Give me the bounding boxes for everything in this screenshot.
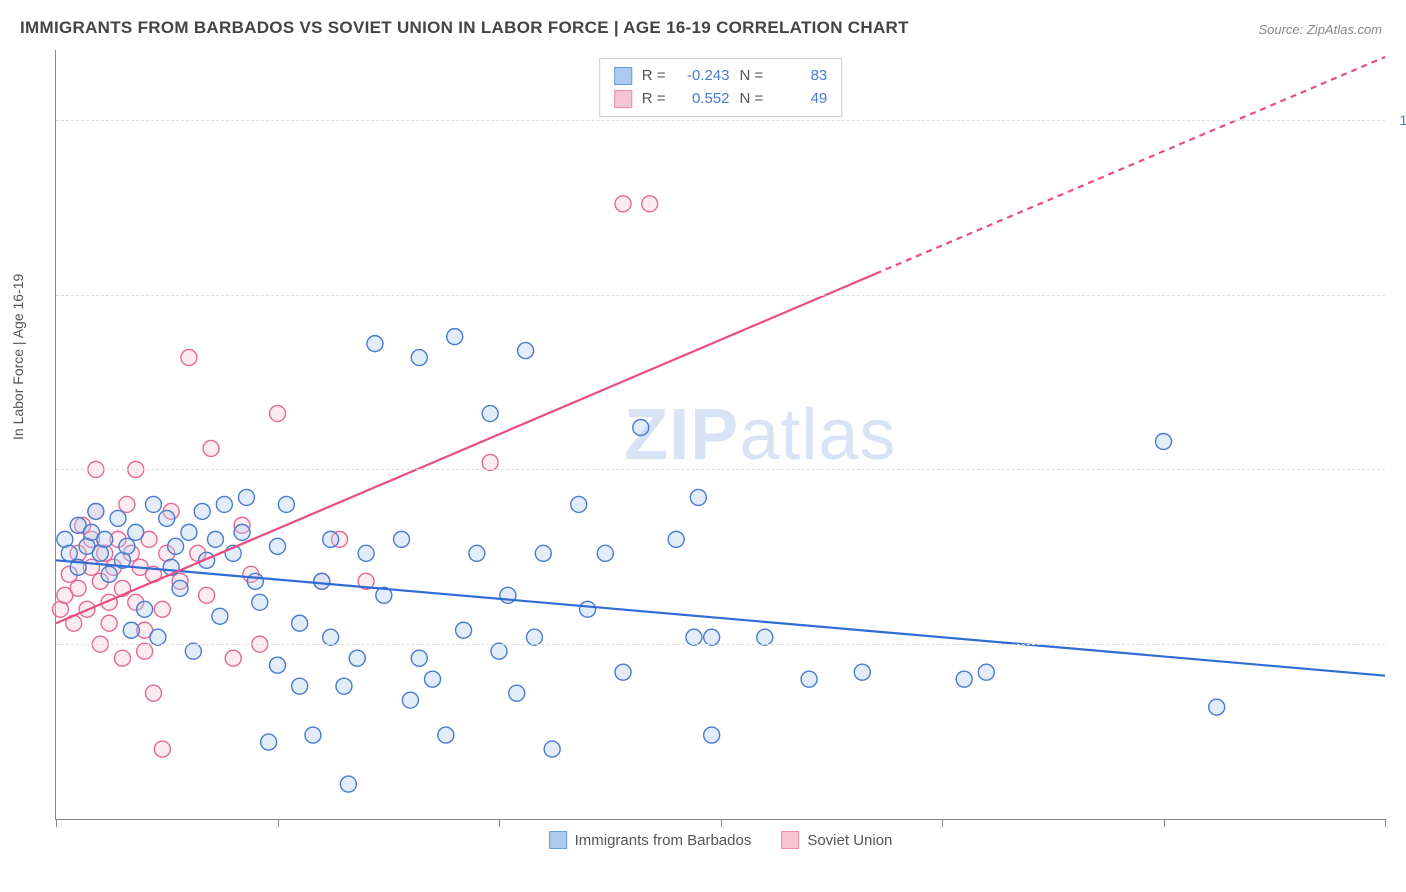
n-value-b: 49 [773, 88, 827, 111]
chart-title: IMMIGRANTS FROM BARBADOS VS SOVIET UNION… [20, 18, 909, 38]
gridline-h [56, 469, 1385, 470]
n-label-a: N = [740, 65, 764, 88]
gridline-h [56, 120, 1385, 121]
legend-label-b: Soviet Union [807, 832, 892, 849]
xtick [499, 819, 500, 827]
legend-item-b: Soviet Union [781, 831, 892, 849]
r-label-b: R = [642, 88, 666, 111]
xtick [56, 819, 57, 827]
gridline-h [56, 644, 1385, 645]
xtick [1164, 819, 1165, 827]
xtick [278, 819, 279, 827]
legend-item-a: Immigrants from Barbados [549, 831, 752, 849]
legend-stats-row-a: R = -0.243 N = 83 [614, 65, 828, 88]
r-label-a: R = [642, 65, 666, 88]
legend-swatch-b [781, 831, 799, 849]
ytick-label: 100.0% [1400, 112, 1406, 128]
y-axis-label: In Labor Force | Age 16-19 [10, 274, 26, 440]
source-label: Source: ZipAtlas.com [1258, 22, 1382, 37]
swatch-series-a [614, 67, 632, 85]
plot-area: ZIPatlas R = -0.243 N = 83 R = 0.552 N =… [55, 50, 1385, 820]
legend-swatch-a [549, 831, 567, 849]
xtick [721, 819, 722, 827]
n-label-b: N = [740, 88, 764, 111]
legend-stats-row-b: R = 0.552 N = 49 [614, 88, 828, 111]
swatch-series-b [614, 90, 632, 108]
legend-stats: R = -0.243 N = 83 R = 0.552 N = 49 [599, 58, 843, 117]
r-value-b: 0.552 [676, 88, 730, 111]
xtick [942, 819, 943, 827]
gridline-h [56, 295, 1385, 296]
r-value-a: -0.243 [676, 65, 730, 88]
legend-series: Immigrants from Barbados Soviet Union [549, 831, 893, 849]
xtick [1385, 819, 1386, 827]
chart-svg [56, 50, 1385, 819]
legend-label-a: Immigrants from Barbados [575, 832, 752, 849]
n-value-a: 83 [773, 65, 827, 88]
